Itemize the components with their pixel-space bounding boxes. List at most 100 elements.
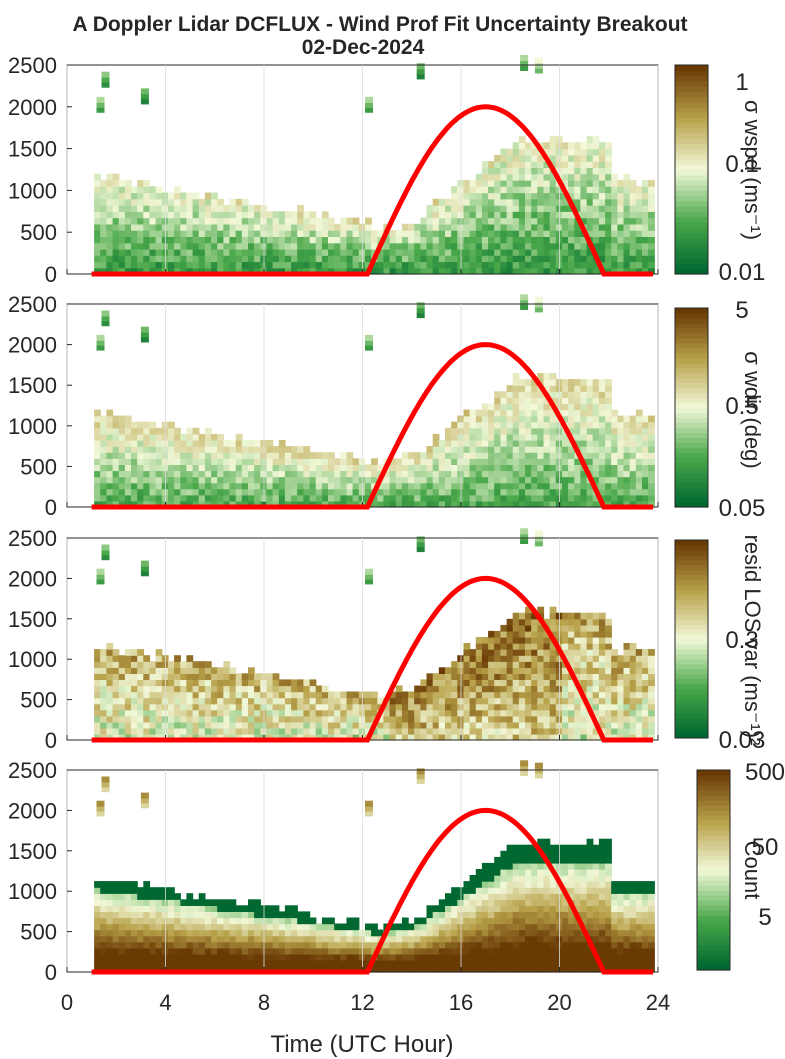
heatmap-cell [494, 887, 501, 894]
heatmap-cell [297, 691, 304, 699]
heatmap-cell [617, 500, 625, 508]
heatmap-cell [506, 679, 514, 687]
heatmap-cell [155, 198, 163, 206]
heatmap-cell [149, 211, 157, 219]
heatmap-cell [648, 192, 655, 200]
heatmap-cell [488, 236, 495, 244]
heatmap-cell [235, 476, 243, 484]
heatmap-cell [137, 733, 144, 741]
heatmap-cell [494, 947, 501, 955]
heatmap-cell [198, 464, 206, 472]
heatmap-cell [445, 733, 452, 741]
heatmap-cell [401, 691, 409, 699]
heatmap-cell [180, 715, 188, 723]
heatmap-cell [586, 173, 594, 181]
heatmap-cell [389, 691, 397, 699]
heatmap-cell [525, 667, 532, 674]
heatmap-cell [155, 440, 163, 447]
heatmap-cell [204, 947, 212, 955]
heatmap-cell [168, 488, 175, 496]
heatmap-cell [101, 81, 110, 88]
heatmap-cell [217, 476, 224, 484]
heatmap-cell [149, 446, 157, 453]
heatmap-cell [512, 173, 520, 181]
heatmap-cell [512, 397, 520, 405]
heatmap-cell [617, 186, 625, 194]
heatmap-cell [506, 887, 514, 894]
heatmap-cell [512, 667, 520, 674]
heatmap-cell [426, 929, 434, 937]
heatmap-cell [149, 905, 157, 912]
heatmap-cell [481, 929, 489, 937]
heatmap-cell [254, 917, 261, 925]
heatmap-cell [315, 500, 323, 508]
heatmap-cell [365, 947, 372, 955]
heatmap-cell [143, 661, 151, 668]
heatmap-cell [574, 186, 582, 194]
heatmap-cell [352, 255, 360, 263]
heatmap-cell [100, 415, 107, 423]
heatmap-cell [334, 733, 341, 741]
colorbar-segment [675, 497, 708, 503]
heatmap-cell [149, 947, 157, 955]
heatmap-cell [186, 500, 194, 508]
heatmap-cell [488, 959, 495, 967]
heatmap-cell [500, 869, 508, 876]
heatmap-cell [365, 334, 373, 341]
heatmap-cell [537, 154, 545, 162]
heatmap-cell [140, 560, 149, 567]
heatmap-cell [248, 446, 255, 453]
heatmap-cell [346, 230, 354, 237]
heatmap-cell [543, 421, 551, 429]
heatmap-cell [488, 881, 495, 888]
heatmap-cell [537, 167, 545, 175]
heatmap-cell [118, 941, 126, 949]
heatmap-cell [475, 458, 483, 465]
heatmap-cell [401, 470, 409, 478]
heatmap-cell [278, 959, 286, 967]
heatmap-cell [518, 179, 526, 187]
colorbar-segment [675, 579, 708, 586]
heatmap-cell [512, 862, 520, 870]
heatmap-cell [531, 923, 538, 931]
heatmap-cell [518, 255, 526, 263]
heatmap-cell [395, 709, 403, 717]
heatmap-cell [592, 703, 600, 711]
heatmap-cell [198, 893, 206, 900]
heatmap-cell [623, 421, 631, 429]
heatmap-cell [124, 242, 132, 250]
heatmap-cell [100, 893, 107, 900]
heatmap-cell [469, 703, 477, 711]
heatmap-cell [438, 703, 446, 711]
heatmap-cell [106, 421, 114, 429]
heatmap-cell [137, 267, 144, 275]
heatmap-cell [278, 464, 286, 472]
heatmap-cell [211, 929, 218, 937]
heatmap-cell [315, 941, 323, 949]
heatmap-cell [328, 917, 335, 925]
heatmap-cell [241, 470, 249, 478]
heatmap-cell [241, 223, 249, 231]
heatmap-cell [143, 433, 151, 441]
y-tick-label: 2000 [8, 95, 57, 120]
heatmap-cell [315, 929, 323, 937]
heatmap-cell [617, 217, 625, 225]
heatmap-cell [266, 917, 274, 925]
heatmap-cell [512, 409, 520, 417]
heatmap-cell [137, 935, 144, 943]
heatmap-cell [395, 965, 403, 973]
heatmap-cell [131, 433, 138, 441]
heatmap-cell [284, 482, 292, 490]
heatmap-cell [512, 881, 520, 888]
heatmap-cell [137, 433, 144, 441]
heatmap-cell [315, 727, 323, 735]
heatmap-cell [328, 721, 335, 729]
heatmap-cell [101, 554, 110, 561]
heatmap-cell [124, 236, 132, 244]
heatmap-cell [500, 624, 508, 632]
heatmap-cell [408, 458, 415, 465]
heatmap-cell [525, 167, 532, 175]
heatmap-cell [408, 500, 415, 508]
heatmap-cell [543, 715, 551, 723]
heatmap-cell [137, 923, 144, 931]
